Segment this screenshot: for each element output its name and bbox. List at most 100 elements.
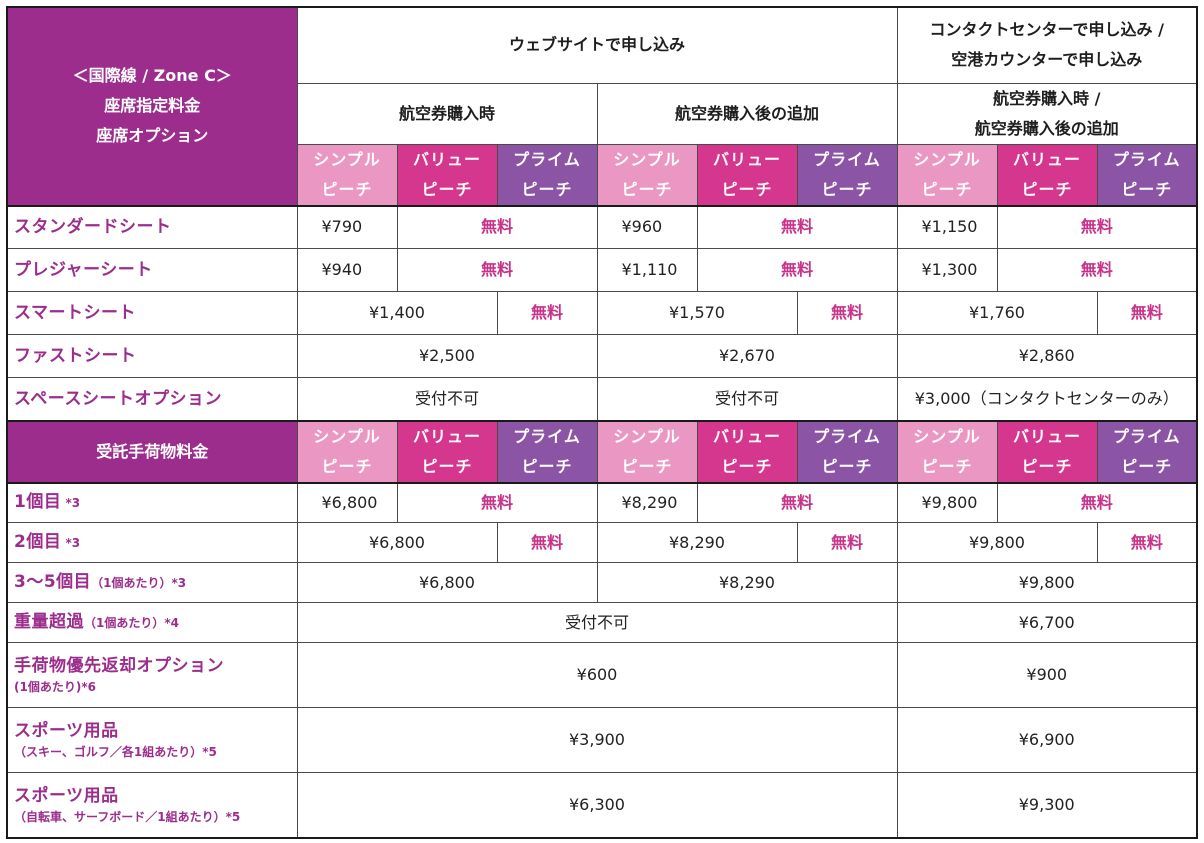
free-label: 無料 (796, 291, 898, 335)
fare-value-peach: バリュー ピーチ (696, 419, 798, 483)
baggage-label: 3～5個目 (14, 572, 92, 592)
free-label: 無料 (1096, 291, 1198, 335)
fare-name-line2: ピーチ (321, 179, 373, 199)
baggage-label: 1個目 (14, 492, 62, 513)
baggage-label: スポーツ用品 (14, 785, 119, 806)
baggage-name: スポーツ用品 （スキー、ゴルフ／各1組あたり）*5 (6, 707, 298, 773)
fare-name-line1: プライム (813, 426, 881, 446)
fare-simple-peach: シンプル ピーチ (596, 419, 698, 483)
fare-value-peach: バリュー ピーチ (996, 143, 1098, 206)
fare-name-line1: バリュー (1012, 426, 1081, 446)
baggage-name: 重量超過（1個あたり）*4 (6, 602, 298, 643)
seat-row-smart: スマートシート ¥1,400 無料 ¥1,570 無料 ¥1,760 無料 (6, 291, 1198, 335)
fare-name-line1: シンプル (613, 426, 681, 446)
fee-table: ＜国際線 / Zone C＞ 座席指定料金 座席オプション ウェブサイトで申し込… (6, 6, 1198, 839)
fare-name-line1: バリュー (412, 426, 481, 446)
price-contact: ¥6,700 (896, 602, 1198, 643)
contact-line2: 空港カウンターで申し込み (951, 50, 1143, 70)
price-contact: ¥900 (896, 642, 1198, 708)
fare-name-line1: バリュー (712, 426, 781, 446)
baggage-fare-row: 受託手荷物料金 シンプル ピーチ バリュー ピーチ プライム ピーチ シンプル ピーチ バリューピ… (6, 419, 1198, 483)
seat-name: ファストシート (6, 334, 298, 378)
fare-name-line2: ピーチ (1121, 456, 1173, 476)
free-label: 無料 (996, 481, 1198, 523)
fare-prime-peach: プライム ピーチ (1096, 419, 1198, 483)
fare-name-line1: プライム (513, 426, 581, 446)
baggage-name: 3～5個目（1個あたり）*3 (6, 562, 298, 603)
fare-name-line2: ピーチ (521, 179, 573, 199)
baggage-row-sports-bike: スポーツ用品 （自転車、サーフボード／1組あたり）*5 ¥6,300 ¥9,300 (6, 772, 1198, 838)
free-label: 無料 (396, 248, 598, 292)
fare-name-line1: シンプル (613, 149, 681, 169)
contact-sub-line2: 航空券購入後の追加 (974, 118, 1119, 138)
free-label: 無料 (496, 291, 598, 335)
fare-value-peach: バリュー ピーチ (396, 143, 498, 206)
fare-name-line2: ピーチ (421, 179, 473, 199)
baggage-note: (1個あたり)*6 (14, 680, 96, 694)
corner-header: ＜国際線 / Zone C＞ 座席指定料金 座席オプション (6, 6, 298, 206)
free-label: 無料 (796, 522, 898, 563)
fare-name-line2: ピーチ (1021, 179, 1073, 199)
baggage-name: 2個目 *3 (6, 522, 298, 563)
baggage-row-overweight: 重量超過（1個あたり）*4 受付不可 ¥6,700 (6, 602, 1198, 643)
baggage-note: （1個あたり）*3 (91, 576, 187, 590)
baggage-header: 受託手荷物料金 (6, 419, 298, 483)
fare-name-line2: ピーチ (721, 179, 773, 199)
price-contact: ¥2,860 (896, 334, 1198, 378)
baggage-row-sports-ski: スポーツ用品 （スキー、ゴルフ／各1組あたり）*5 ¥3,900 ¥6,900 (6, 707, 1198, 773)
contact-sub-line1: 航空券購入時 / (993, 88, 1101, 108)
corner-line2: 座席指定料金 (104, 96, 201, 116)
fare-value-peach: バリュー ピーチ (996, 419, 1098, 483)
free-label: 無料 (996, 248, 1198, 292)
price-contact: ¥1,300 (896, 248, 998, 292)
seat-fare-row: シンプル ピーチ バリュー ピーチ プライム ピーチ シンプル ピーチ バリュー ピーチ プライムピ… (7, 143, 1198, 206)
fare-value-peach: バリュー ピーチ (396, 419, 498, 483)
price-after: 受付不可 (596, 377, 898, 421)
fare-name-line2: ピーチ (921, 179, 973, 199)
baggage-row-priority: 手荷物優先返却オプション (1個あたり)*6 ¥600 ¥900 (6, 642, 1198, 708)
baggage-name: 1個目 *3 (6, 481, 298, 523)
price-after: ¥1,110 (596, 248, 698, 292)
price-contact: ¥9,800 (896, 481, 998, 523)
free-label: 無料 (396, 481, 598, 523)
free-label: 無料 (396, 204, 598, 249)
price-after: ¥1,570 (596, 291, 798, 335)
fare-name-line1: バリュー (412, 149, 481, 169)
price-web: ¥6,300 (296, 772, 898, 838)
fare-prime-peach: プライム ピーチ (496, 419, 598, 483)
seat-name: スペースシートオプション (6, 377, 298, 421)
baggage-name: スポーツ用品 （自転車、サーフボード／1組あたり）*5 (6, 772, 298, 838)
header-row-2: 航空券購入時 航空券購入後の追加 航空券購入時 / 航空券購入後の追加 (7, 82, 1198, 145)
price-after: ¥960 (596, 204, 698, 249)
seat-name: プレジャーシート (6, 248, 298, 292)
free-label: 無料 (496, 522, 598, 563)
baggage-note: （自転車、サーフボード／1組あたり）*5 (14, 809, 241, 824)
price-contact: ¥3,000（コンタクトセンターのみ） (896, 377, 1198, 421)
price-web: ¥6,800 (296, 562, 598, 603)
fare-name-line1: バリュー (1012, 149, 1081, 169)
free-label: 無料 (996, 204, 1198, 249)
free-label: 無料 (1096, 522, 1198, 563)
fare-simple-peach: シンプル ピーチ (596, 143, 698, 206)
fare-name-line1: シンプル (913, 149, 981, 169)
fare-simple-peach: シンプル ピーチ (896, 419, 998, 483)
baggage-note: （1個あたり）*4 (84, 616, 179, 630)
fare-name-line2: ピーチ (821, 456, 873, 476)
free-label: 無料 (696, 481, 898, 523)
baggage-label: 手荷物優先返却オプション (14, 656, 224, 676)
fare-name-line1: シンプル (313, 426, 381, 446)
seat-row-fast: ファストシート ¥2,500 ¥2,670 ¥2,860 (6, 334, 1198, 378)
price-contact: ¥1,150 (896, 204, 998, 249)
baggage-label: 重量超過 (14, 612, 84, 632)
web-after-header: 航空券購入後の追加 (596, 82, 898, 145)
fare-name-line2: ピーチ (721, 456, 773, 476)
web-application-label: ウェブサイトで申し込み (508, 35, 685, 55)
baggage-row-second: 2個目 *3 ¥6,800 無料 ¥8,290 無料 ¥9,800 無料 (6, 522, 1198, 563)
fare-name-line2: ピーチ (621, 456, 673, 476)
seat-name: スマートシート (6, 291, 298, 335)
fare-name-line2: ピーチ (921, 456, 973, 476)
fare-prime-peach: プライム ピーチ (496, 143, 598, 206)
fare-name-line1: バリュー (712, 149, 781, 169)
price-contact: ¥1,760 (896, 291, 1098, 335)
price-after: ¥2,670 (596, 334, 898, 378)
